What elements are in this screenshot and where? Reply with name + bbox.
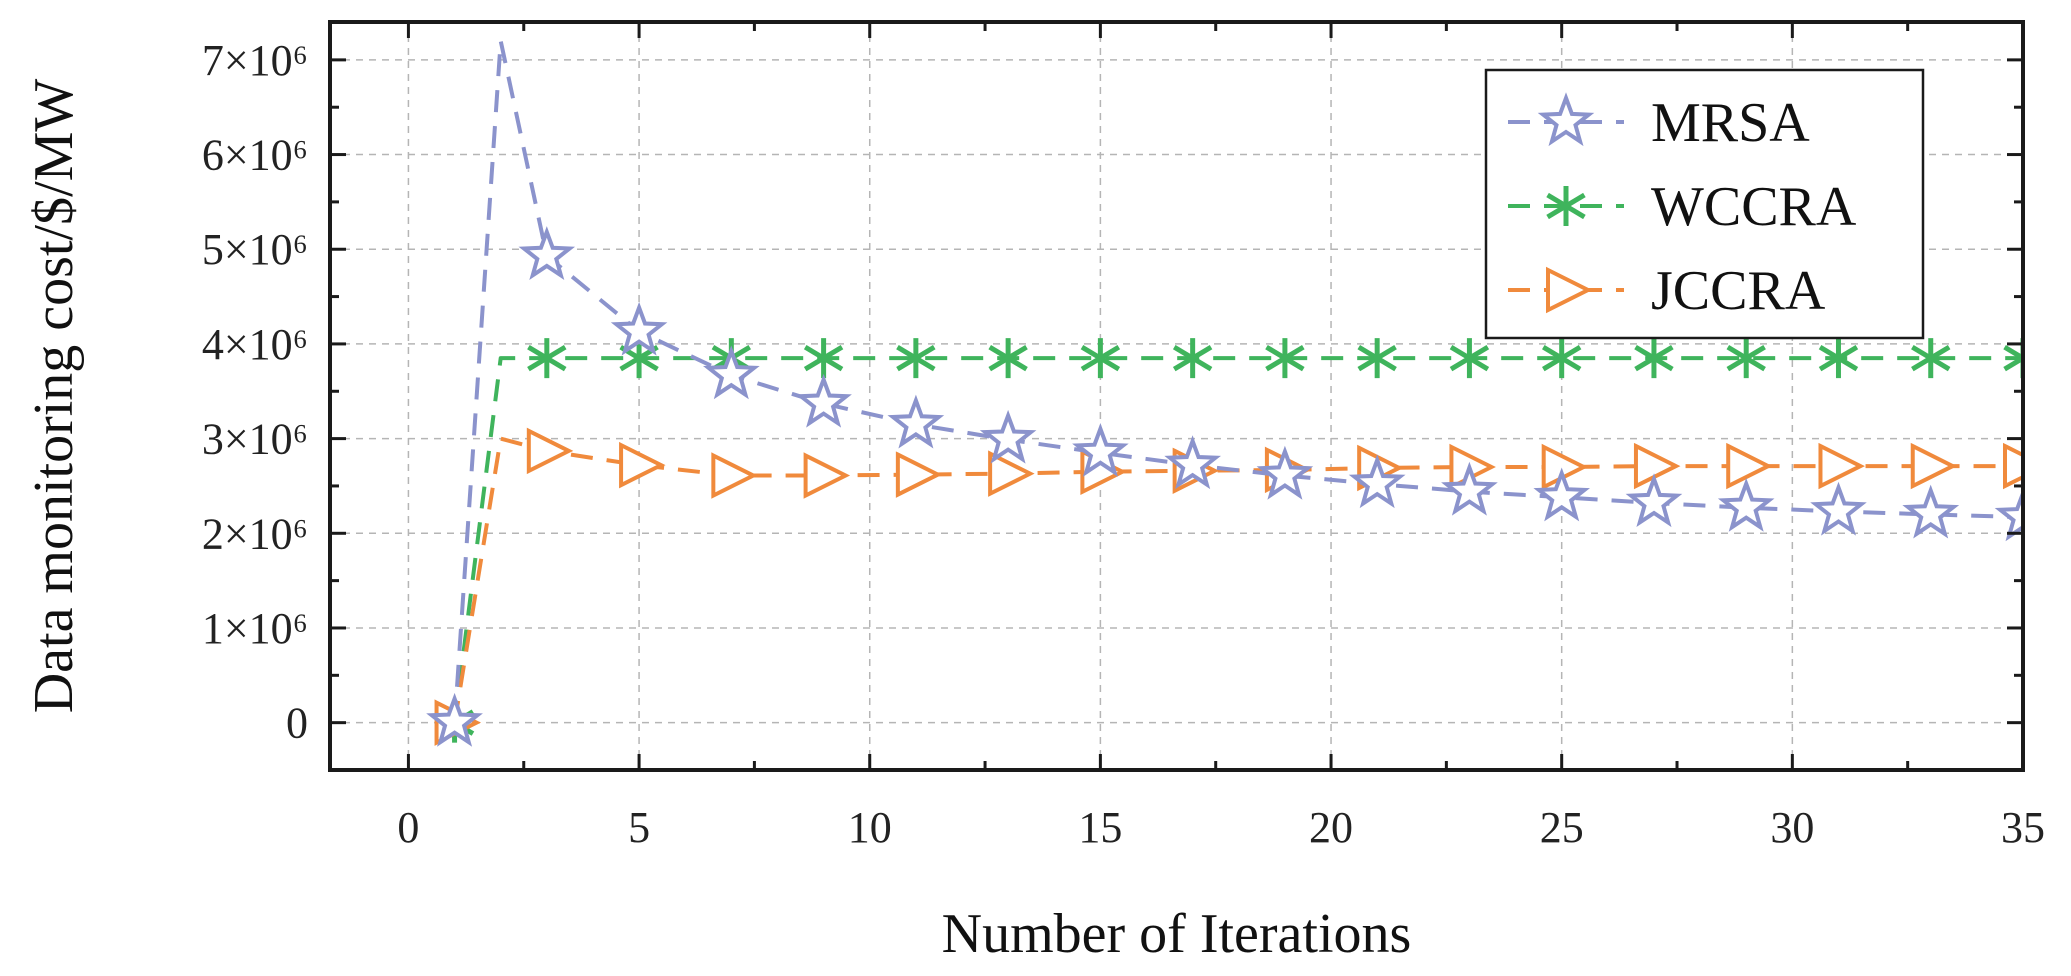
asterisk-stroke	[988, 344, 1028, 372]
asterisk-stroke	[1911, 344, 1951, 372]
x-tick-label: 20	[1309, 803, 1353, 852]
data-point-jccra	[526, 427, 574, 475]
plot-frame	[328, 20, 2025, 772]
legend-marker	[1546, 266, 1593, 314]
data-point-wccra	[1357, 338, 1397, 379]
data-point-jccra	[803, 452, 851, 499]
y-tick-label: 6×10⁶	[202, 131, 308, 180]
y-tick-label: 0	[286, 699, 308, 748]
asterisk-stroke	[803, 344, 844, 372]
ticks: 0 5 10 15 20 25 30 35 0 1×10⁶ 2×10⁶ 3×10⁶ 4×10⁶ 5×10⁶…	[202, 22, 2045, 852]
data-point-wccra	[1080, 338, 1121, 379]
asterisk-stroke	[1449, 344, 1490, 372]
data-point-mrsa	[1533, 467, 1590, 522]
data-point-wccra	[1726, 338, 1766, 379]
x-tick-label: 30	[1770, 803, 1814, 852]
y-tick-label: 7×10⁶	[202, 36, 308, 85]
x-tick-label: 10	[848, 803, 892, 852]
series-group	[426, 38, 2023, 747]
data-point-mrsa	[1256, 445, 1314, 500]
data-point-mrsa	[1348, 454, 1406, 509]
asterisk-stroke	[1634, 344, 1674, 372]
asterisk-stroke	[2003, 355, 2023, 372]
y-tick-label: 3×10⁶	[202, 415, 308, 464]
data-point-mrsa	[1994, 487, 2023, 542]
x-tick-label: 25	[1540, 803, 1584, 852]
legend-item-jccra: JCCRA	[1508, 260, 1826, 322]
data-point-mrsa	[1164, 435, 1221, 490]
data-point-wccra	[896, 338, 936, 379]
data-point-wccra	[2003, 338, 2023, 379]
asterisk-stroke	[2003, 344, 2023, 362]
data-point-jccra	[1818, 442, 1865, 490]
data-point-mrsa	[426, 692, 483, 747]
data-point-mrsa	[1902, 484, 1960, 539]
data-point-wccra	[1172, 338, 1213, 379]
y-tick-label: 1×10⁶	[202, 604, 308, 653]
data-point-wccra	[1542, 338, 1582, 379]
data-point-wccra	[988, 338, 1028, 379]
data-point-jccra	[1910, 442, 1958, 490]
y-axis-title: Data monitoring cost/$/MW	[23, 79, 85, 714]
asterisk-stroke	[1546, 192, 1586, 220]
asterisk-stroke	[1542, 344, 1582, 372]
asterisk-stroke	[1172, 344, 1213, 372]
y-tick-label: 5×10⁶	[202, 225, 308, 274]
x-tick-label: 0	[397, 803, 419, 852]
asterisk-stroke	[527, 344, 567, 372]
data-point-mrsa	[1072, 423, 1129, 477]
y-tick-label: 2×10⁶	[202, 509, 308, 558]
data-point-mrsa	[610, 301, 668, 356]
series-mrsa	[426, 38, 2023, 747]
legend-label: WCCRA	[1651, 176, 1857, 238]
data-point-wccra	[1818, 338, 1859, 379]
asterisk-stroke	[1080, 344, 1121, 372]
legend-marker	[1546, 186, 1586, 226]
legend-item-mrsa: MRSA	[1508, 92, 1810, 154]
data-point-jccra	[619, 441, 666, 489]
legend-label: MRSA	[1651, 92, 1810, 154]
data-point-jccra	[1633, 442, 1681, 490]
data-point-jccra	[988, 450, 1035, 497]
data-point-wccra	[1265, 338, 1305, 379]
data-point-mrsa	[703, 345, 760, 400]
legend: MRSA WCCRA JCCRA	[1484, 68, 1925, 340]
data-point-jccra	[2003, 442, 2023, 490]
x-tick-label: 5	[628, 803, 650, 852]
asterisk-stroke	[1357, 344, 1397, 372]
legend-label: JCCRA	[1651, 260, 1826, 322]
data-point-wccra	[803, 338, 844, 379]
y-tick-label: 4×10⁶	[202, 320, 308, 369]
x-axis-title: Number of Iterations	[942, 903, 1412, 965]
data-point-jccra	[895, 451, 943, 498]
asterisk-stroke	[1726, 344, 1766, 372]
x-tick-label: 15	[1078, 803, 1122, 852]
legend-marker	[1537, 92, 1595, 147]
asterisk-stroke	[896, 344, 936, 372]
legend-item-wccra: WCCRA	[1508, 176, 1857, 238]
asterisk-stroke	[1818, 344, 1859, 372]
data-point-wccra	[527, 338, 567, 379]
grid	[330, 22, 2024, 770]
data-point-mrsa	[979, 409, 1037, 464]
data-point-wccra	[1634, 338, 1674, 379]
data-point-mrsa	[887, 394, 945, 449]
data-point-jccra	[711, 452, 758, 499]
asterisk-stroke	[1265, 344, 1305, 372]
data-point-mrsa	[1441, 461, 1498, 516]
data-point-mrsa	[1810, 481, 1867, 536]
data-point-mrsa	[795, 373, 852, 428]
data-point-wccra	[1449, 338, 1490, 379]
data-point-mrsa	[518, 226, 576, 280]
data-point-mrsa	[1717, 477, 1775, 532]
data-point-mrsa	[1625, 473, 1683, 528]
data-point-wccra	[1911, 338, 1951, 379]
data-point-jccra	[1726, 442, 1773, 490]
x-tick-label: 35	[2001, 803, 2045, 852]
